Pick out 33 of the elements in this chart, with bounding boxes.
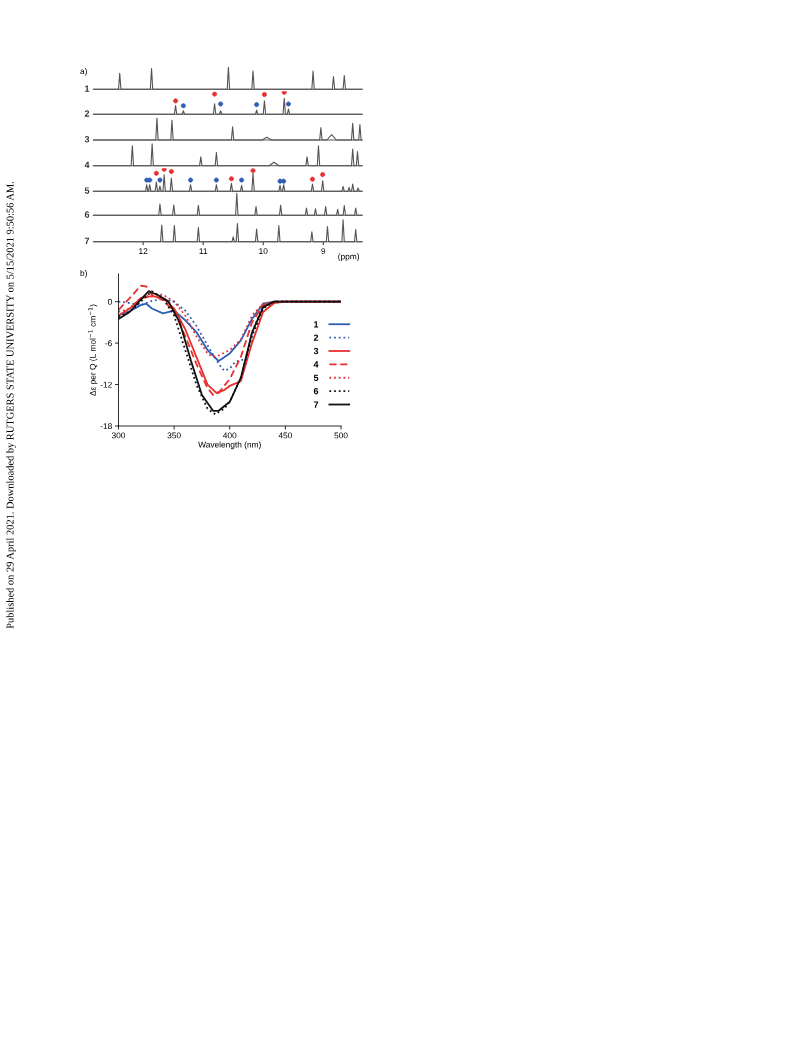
y-axis-title: Δε per Q (L mol$^{−1}$ cm$^{−1}$) xyxy=(88,304,98,396)
legend-label: 4 xyxy=(313,361,319,368)
x-tick-label: 9 xyxy=(321,248,326,255)
x-axis-title: Wavelength (nm) xyxy=(198,441,261,450)
y-tick-label: -18 xyxy=(100,423,112,430)
series-label: 5 xyxy=(84,187,90,194)
legend-label: 2 xyxy=(313,334,319,341)
y-tick-label: 0 xyxy=(107,298,112,305)
legend-label: 5 xyxy=(313,374,319,381)
x-tick-label: 400 xyxy=(222,432,237,439)
x-tick-label: 350 xyxy=(167,432,181,439)
text: Published on 29 April 2021. Downloaded by RUTGERS STATE UNIVERSITY on 5/15/2021 9:50:56 AM. xyxy=(6,181,16,629)
x-tick-label: 500 xyxy=(334,432,348,439)
legend-label: 1 xyxy=(314,321,319,328)
x-tick-label: 10 xyxy=(259,248,268,255)
x-tick-label: 12 xyxy=(139,248,148,254)
series-label: 3 xyxy=(84,136,90,143)
x-axis-title: (ppm) xyxy=(338,253,360,262)
series-label: 6 xyxy=(84,211,90,218)
series-label: 2 xyxy=(84,110,90,117)
series-label: 4 xyxy=(84,161,90,169)
series-label: 7 xyxy=(84,237,90,245)
legend-label: 6 xyxy=(313,387,319,395)
chart-title: a) xyxy=(80,68,87,76)
y-tick-label: -12 xyxy=(100,381,112,388)
x-tick-label: 450 xyxy=(278,432,292,439)
legend-label: 3 xyxy=(313,347,319,355)
chart-title: b) xyxy=(80,270,87,278)
y-tick-label: -6 xyxy=(105,340,112,347)
x-tick-label: 300 xyxy=(111,432,126,439)
legend-label: 7 xyxy=(313,401,319,408)
x-tick-label: 11 xyxy=(199,248,208,254)
series-label: 1 xyxy=(85,85,90,92)
